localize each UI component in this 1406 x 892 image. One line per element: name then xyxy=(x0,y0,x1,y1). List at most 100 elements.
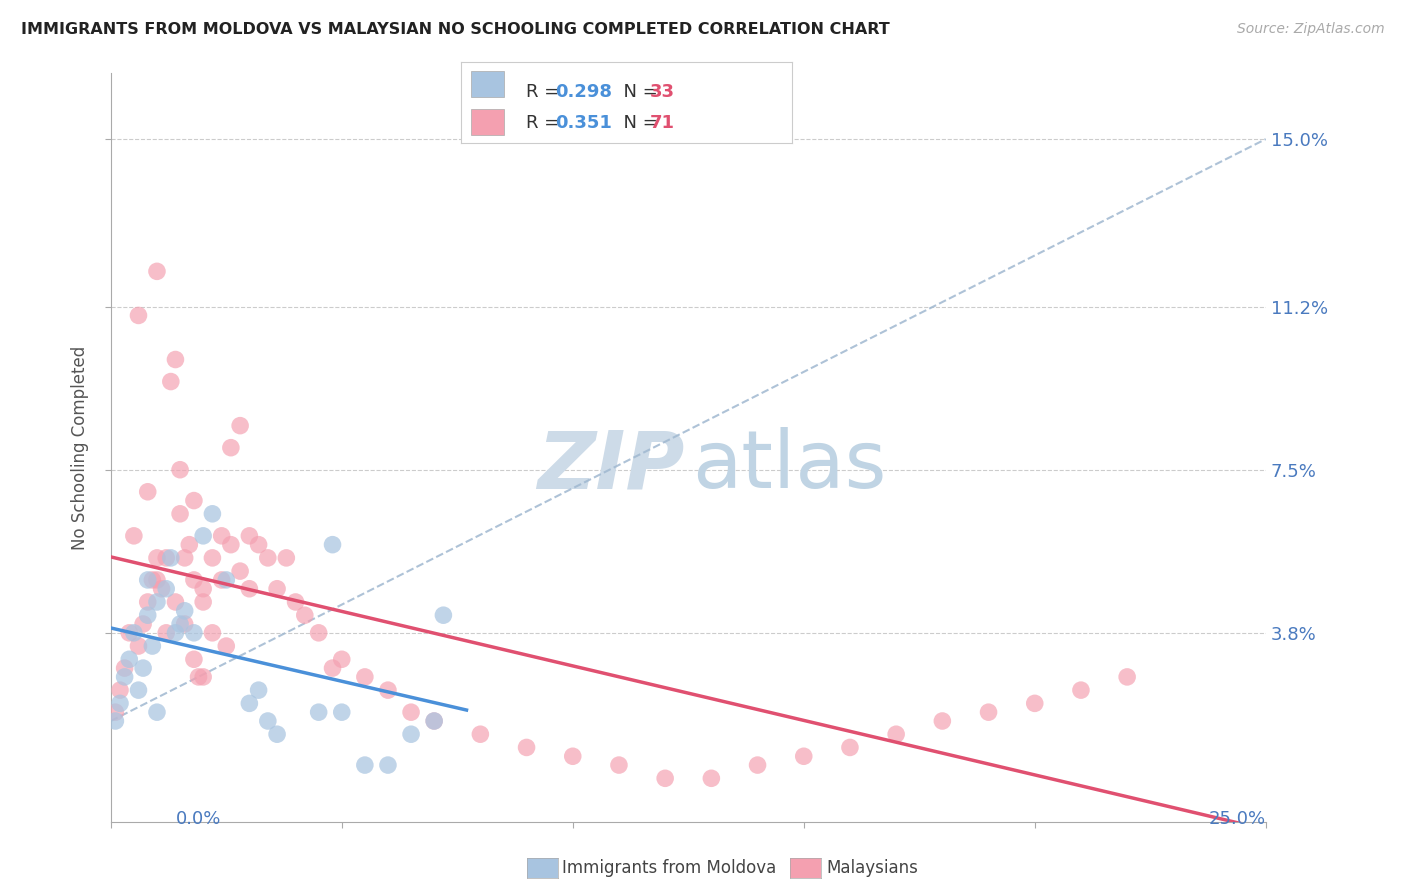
Point xyxy=(155,625,177,640)
Point xyxy=(108,697,131,711)
Bar xyxy=(471,109,505,135)
Point xyxy=(183,652,205,666)
Point xyxy=(839,740,862,755)
Point xyxy=(132,661,155,675)
Point xyxy=(122,625,145,640)
Text: 33: 33 xyxy=(650,83,675,101)
Point xyxy=(247,538,270,552)
Point xyxy=(1024,697,1046,711)
Point xyxy=(238,582,260,596)
Point xyxy=(931,714,953,728)
Text: N =: N = xyxy=(612,83,664,101)
Point xyxy=(257,714,280,728)
Point xyxy=(607,758,630,772)
Point xyxy=(977,705,1000,719)
Point xyxy=(104,714,127,728)
Point xyxy=(219,538,242,552)
Point xyxy=(114,661,136,675)
Point xyxy=(183,625,205,640)
Point xyxy=(159,375,181,389)
Point xyxy=(155,550,177,565)
Point xyxy=(561,749,583,764)
Point xyxy=(127,639,149,653)
Bar xyxy=(471,71,505,97)
Point xyxy=(308,705,330,719)
Point xyxy=(150,582,173,596)
Point xyxy=(238,697,260,711)
Point xyxy=(215,573,238,587)
Point xyxy=(155,582,177,596)
Point xyxy=(118,625,141,640)
Text: 0.0%: 0.0% xyxy=(176,810,221,828)
Point xyxy=(179,538,201,552)
Point xyxy=(215,639,238,653)
Point xyxy=(884,727,907,741)
Point xyxy=(191,670,214,684)
Point xyxy=(114,670,136,684)
Point xyxy=(377,683,399,698)
Point xyxy=(700,772,723,786)
Point xyxy=(173,550,195,565)
Point xyxy=(399,727,422,741)
Point xyxy=(127,309,149,323)
Text: N =: N = xyxy=(612,114,664,132)
Point xyxy=(284,595,307,609)
Point xyxy=(266,727,288,741)
Point xyxy=(173,617,195,632)
Point xyxy=(654,772,676,786)
Point xyxy=(173,604,195,618)
Point xyxy=(132,617,155,632)
Point xyxy=(146,550,169,565)
Point xyxy=(122,529,145,543)
Point xyxy=(146,595,169,609)
Point xyxy=(1116,670,1139,684)
Point xyxy=(354,758,377,772)
Point xyxy=(108,683,131,698)
Point xyxy=(229,564,252,578)
Text: R =: R = xyxy=(526,114,565,132)
Point xyxy=(330,705,353,719)
Text: 25.0%: 25.0% xyxy=(1208,810,1265,828)
Point xyxy=(322,538,344,552)
Point xyxy=(432,608,454,623)
Text: R =: R = xyxy=(526,83,565,101)
Text: 0.351: 0.351 xyxy=(555,114,612,132)
Point xyxy=(1070,683,1092,698)
Point xyxy=(146,264,169,278)
Point xyxy=(399,705,422,719)
Y-axis label: No Schooling Completed: No Schooling Completed xyxy=(72,345,89,549)
Point xyxy=(136,573,159,587)
Point xyxy=(183,573,205,587)
Point xyxy=(266,582,288,596)
Point xyxy=(136,595,159,609)
Point xyxy=(423,714,446,728)
Point xyxy=(470,727,492,741)
Point xyxy=(276,550,298,565)
Text: Source: ZipAtlas.com: Source: ZipAtlas.com xyxy=(1237,22,1385,37)
Point xyxy=(169,463,191,477)
Point xyxy=(211,573,233,587)
Point xyxy=(191,529,214,543)
Point xyxy=(308,625,330,640)
Text: Immigrants from Moldova: Immigrants from Moldova xyxy=(562,859,776,877)
Point xyxy=(169,507,191,521)
Point xyxy=(191,595,214,609)
Point xyxy=(141,573,163,587)
Point xyxy=(354,670,377,684)
Point xyxy=(118,652,141,666)
Point xyxy=(187,670,209,684)
Point xyxy=(330,652,353,666)
Point xyxy=(219,441,242,455)
Point xyxy=(159,550,181,565)
Text: Malaysians: Malaysians xyxy=(827,859,918,877)
Point xyxy=(247,683,270,698)
Text: 71: 71 xyxy=(650,114,675,132)
Point xyxy=(165,595,187,609)
Point xyxy=(169,617,191,632)
Point xyxy=(201,625,224,640)
Point xyxy=(136,608,159,623)
Point xyxy=(146,705,169,719)
Point xyxy=(201,507,224,521)
Point xyxy=(191,582,214,596)
Point xyxy=(229,418,252,433)
